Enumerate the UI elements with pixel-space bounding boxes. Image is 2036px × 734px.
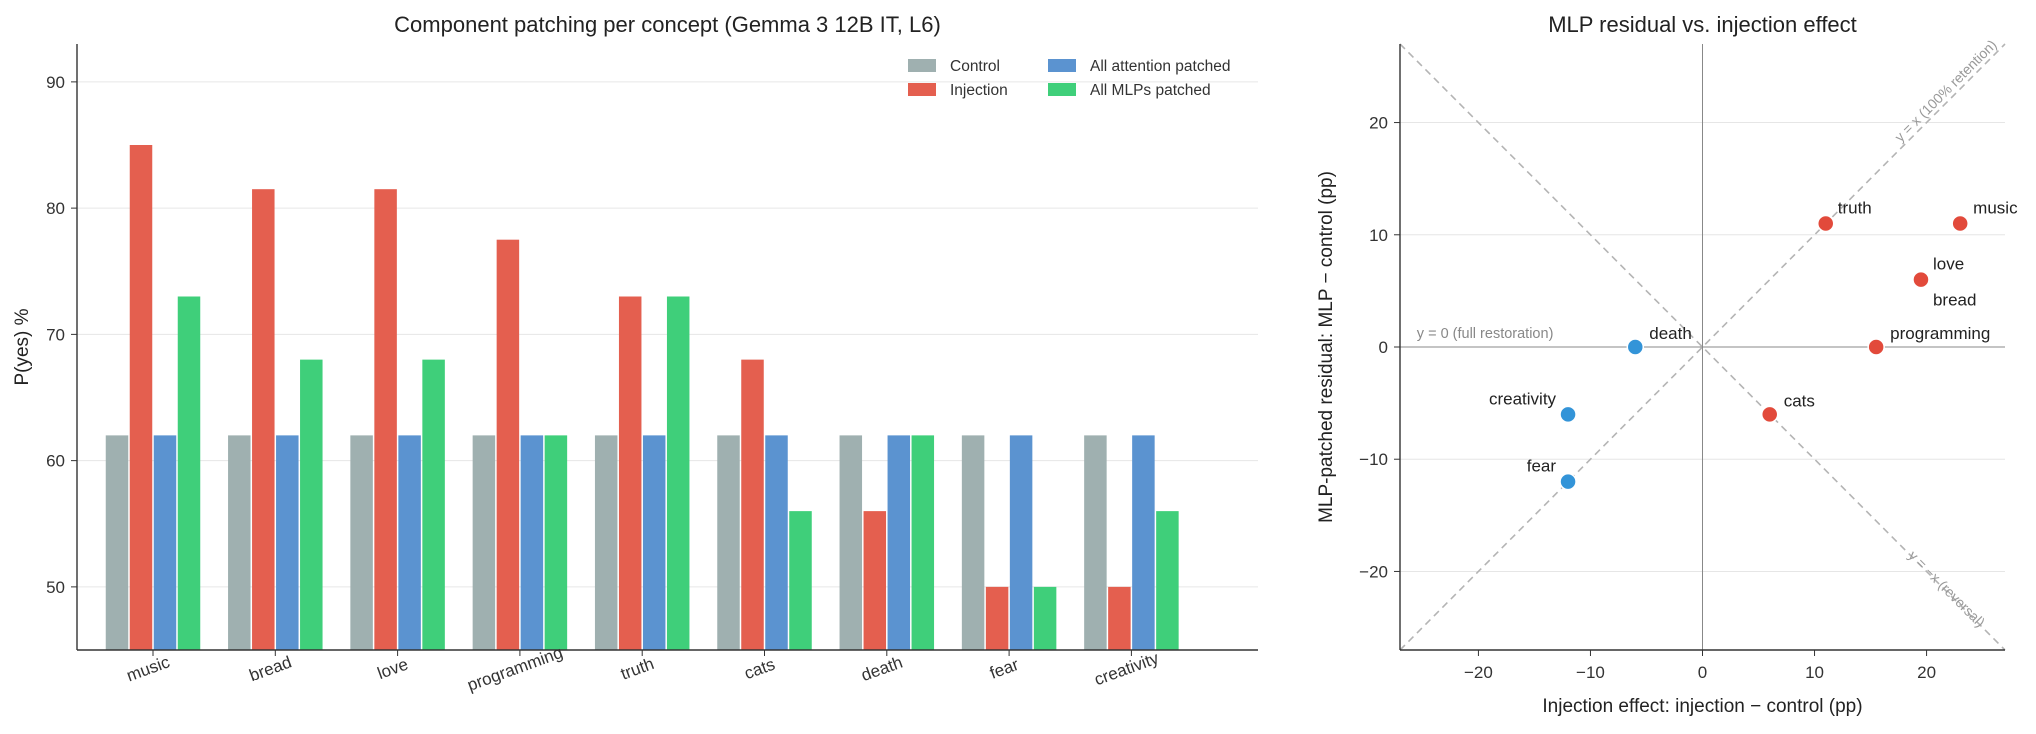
bar-x-tick-label-love: love [375, 655, 411, 684]
scatter-x-tick-label: −10 [1576, 663, 1605, 682]
legend-label: Control [950, 58, 1000, 75]
bar-y-tick-label: 60 [46, 452, 65, 471]
bar-music-all-attention-patched [153, 435, 177, 650]
bar-bread-all-mlps-patched [300, 359, 323, 650]
bar-death-all-attention-patched [887, 435, 911, 650]
bar-chart: Component patching per concept (Gemma 3 … [12, 12, 1258, 695]
scatter-y-axis-label: MLP-patched residual: MLP − control (pp) [1316, 171, 1337, 523]
legend-label: All attention patched [1090, 58, 1230, 75]
bar-creativity-control [1084, 435, 1107, 650]
reference-line-y-equals-x [1399, 43, 2006, 651]
reference-label-y-equals-x: y = x (100% retention) [1891, 36, 1999, 145]
bar-music-all-mlps-patched [177, 296, 201, 650]
point-label-death: death [1649, 324, 1692, 343]
reference-line-y-equals-minus-x [1399, 43, 2006, 651]
legend-swatch-control [908, 59, 936, 72]
bar-love-all-mlps-patched [422, 359, 445, 650]
scatter-x-tick-label: 0 [1698, 663, 1707, 682]
legend-label: All MLPs patched [1090, 82, 1211, 99]
point-cats [1760, 405, 1779, 424]
legend-label: Injection [950, 82, 1008, 99]
bar-death-control [839, 435, 863, 650]
point-label-creativity: creativity [1489, 389, 1557, 408]
point-label-programming: programming [1890, 324, 1990, 343]
bar-x-tick-label-truth: truth [618, 654, 656, 683]
bar-x-tick-label-cats: cats [742, 655, 778, 684]
point-label-fear: fear [1527, 457, 1557, 476]
point-label-truth: truth [1838, 199, 1872, 218]
point-label-love: love [1933, 255, 1964, 274]
bar-y-tick-label: 80 [46, 199, 65, 218]
legend-swatch-injection [908, 83, 936, 96]
bar-death-injection [863, 511, 887, 650]
bar-death-all-mlps-patched [911, 435, 935, 650]
reference-label-y-equals-minus-x: y = −x (reversal) [1906, 547, 1989, 630]
bar-bread-injection [252, 189, 275, 650]
scatter-y-tick-label: −20 [1359, 562, 1388, 581]
bar-creativity-all-attention-patched [1132, 435, 1155, 650]
bar-love-control [350, 435, 373, 650]
point-music [1951, 214, 1969, 233]
scatter-chart: MLP residual vs. injection effect −20 −10 0… [1316, 12, 2018, 717]
bar-y-tick-label: 50 [46, 578, 65, 597]
point-label-cats: cats [1784, 391, 1815, 410]
bar-y-tick-label: 90 [46, 73, 65, 92]
bar-x-tick-label-music: music [124, 652, 173, 685]
bar-truth-all-mlps-patched [666, 296, 690, 650]
point-creativity [1559, 405, 1577, 424]
bar-music-control [105, 435, 129, 650]
bar-y-tick-label: 70 [46, 325, 65, 344]
bar-y-axis-label: P(yes) % [12, 308, 33, 385]
scatter-y-tick-label: 10 [1369, 226, 1388, 245]
bar-x-tick-label-bread: bread [247, 652, 294, 685]
scatter-x-axis-label: Injection effect: injection − control (p… [1542, 696, 1862, 717]
bar-programming-all-mlps-patched [544, 435, 568, 650]
bar-truth-all-attention-patched [642, 435, 666, 650]
bar-chart-title: Component patching per concept (Gemma 3 … [394, 12, 941, 37]
bar-cats-control [717, 435, 740, 650]
bar-fear-injection [985, 586, 1009, 650]
bar-fear-all-attention-patched [1009, 435, 1033, 650]
bar-programming-injection [496, 239, 520, 650]
point-label-music: music [1973, 199, 2018, 218]
bar-truth-control [594, 435, 618, 650]
bar-bread-control [228, 435, 251, 650]
scatter-x-tick-label: 10 [1805, 663, 1824, 682]
bar-programming-all-attention-patched [520, 435, 544, 650]
bar-love-all-attention-patched [398, 435, 421, 650]
point-programming [1867, 338, 1885, 356]
bar-creativity-all-mlps-patched [1156, 511, 1179, 650]
scatter-chart-title: MLP residual vs. injection effect [1548, 12, 1857, 37]
bar-x-tick-label-creativity: creativity [1092, 648, 1162, 689]
bar-x-tick-label-death: death [859, 653, 905, 685]
bar-creativity-injection [1108, 586, 1131, 650]
bar-fear-all-mlps-patched [1033, 586, 1057, 650]
legend-swatch-all-attention-patched [1048, 59, 1076, 72]
bar-music-injection [129, 145, 153, 650]
bar-cats-all-attention-patched [765, 435, 788, 650]
bar-x-tick-label-fear: fear [987, 655, 1021, 683]
bar-truth-injection [618, 296, 642, 650]
legend-swatch-all-mlps-patched [1048, 83, 1076, 96]
scatter-x-tick-label: 20 [1917, 663, 1936, 682]
bar-bread-all-attention-patched [276, 435, 299, 650]
point-truth [1816, 214, 1835, 233]
scatter-y-tick-label: 20 [1369, 114, 1388, 133]
bar-love-injection [374, 189, 397, 650]
bar-cats-all-mlps-patched [789, 511, 812, 650]
scatter-y-tick-label: 0 [1379, 338, 1388, 357]
point-label-bread: bread [1933, 291, 1976, 310]
scatter-x-tick-label: −20 [1464, 663, 1493, 682]
point-fear [1559, 472, 1577, 491]
bar-fear-control [961, 435, 985, 650]
point-bread [1912, 270, 1930, 289]
bar-cats-injection [741, 359, 764, 650]
reference-label-y-equals-zero: y = 0 (full restoration) [1417, 326, 1554, 342]
scatter-y-tick-label: −10 [1359, 450, 1388, 469]
point-death [1626, 338, 1645, 356]
bar-programming-control [472, 435, 496, 650]
